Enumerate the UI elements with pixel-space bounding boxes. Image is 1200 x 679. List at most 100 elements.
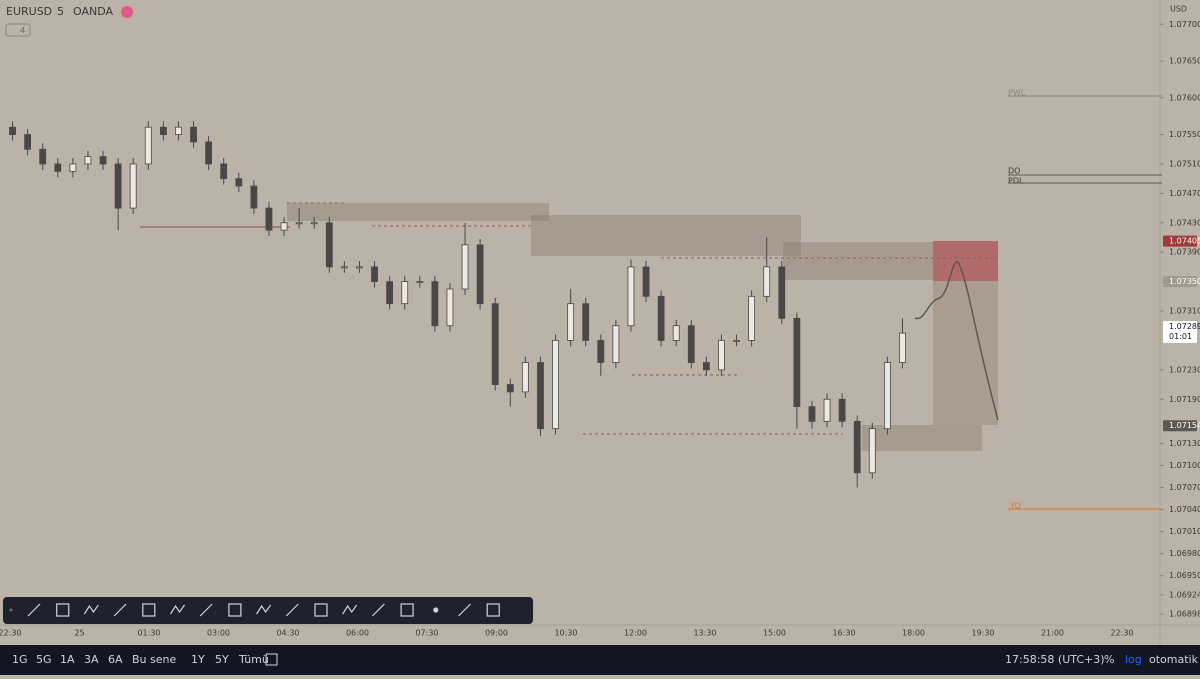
candle-body: [612, 325, 620, 363]
candle-body: [446, 288, 454, 327]
auto-toggle[interactable]: otomatik: [1149, 653, 1199, 666]
x-tick-label: 15:00: [763, 629, 786, 638]
candle-body: [672, 325, 680, 341]
goto-date[interactable]: [265, 653, 278, 666]
tool-icon[interactable]: [56, 603, 70, 617]
y-tick-label: 1.07130: [1169, 439, 1200, 448]
range-button[interactable]: 6A: [108, 653, 123, 666]
price-badge: [1163, 320, 1197, 343]
candle-body: [778, 266, 786, 319]
candle-body: [175, 126, 182, 135]
y-tick-label: 1.07700: [1169, 20, 1200, 29]
candle-body: [461, 244, 469, 290]
candle-body: [235, 178, 243, 187]
tool-icon[interactable]: [342, 604, 358, 615]
candle-body: [868, 428, 876, 474]
candle-body: [84, 156, 92, 165]
tool-icon[interactable]: [113, 603, 127, 617]
candle-body: [552, 340, 559, 430]
tool-icon[interactable]: [458, 603, 471, 617]
tool-icon[interactable]: [27, 603, 41, 617]
tool-icon[interactable]: [169, 604, 185, 615]
range-button[interactable]: Tümü: [238, 653, 269, 666]
price-badge-label: 1.07289: [1169, 322, 1200, 331]
tool-icon[interactable]: [314, 603, 328, 617]
candle-body: [431, 281, 439, 327]
y-tick-label: 1.07470: [1169, 189, 1200, 198]
level-label: YO: [1009, 502, 1021, 511]
tool-icon[interactable]: [285, 603, 299, 617]
percent-toggle[interactable]: %: [1104, 653, 1114, 666]
tool-icon[interactable]: [371, 603, 385, 617]
zone: [862, 425, 982, 451]
x-tick-label: 18:00: [902, 629, 925, 638]
tool-icon[interactable]: [433, 607, 439, 613]
candle-body: [265, 207, 273, 231]
bottom-bar: [0, 645, 1200, 675]
symbol: EURUSD: [6, 5, 52, 18]
x-tick-label: 10:30: [554, 629, 577, 638]
status-icon[interactable]: [121, 6, 133, 18]
candle-body: [476, 244, 484, 305]
range-button[interactable]: 5Y: [215, 653, 229, 666]
clock[interactable]: 17:58:58 (UTC+3): [1005, 653, 1105, 666]
drawing-toolbar: [3, 597, 533, 624]
candle-body: [763, 266, 771, 297]
candle-body: [899, 332, 906, 363]
tool-icon[interactable]: [486, 603, 500, 617]
indicator-toggle[interactable]: [5, 23, 31, 37]
x-tick-label: 01:30: [137, 629, 160, 638]
candle-body: [250, 185, 258, 209]
candle-body: [733, 340, 740, 342]
range-button[interactable]: 1G: [12, 653, 28, 666]
candle-body: [838, 398, 846, 422]
x-tick-label: 22:30: [1110, 629, 1133, 638]
candle-body: [144, 126, 152, 165]
y-tick-label: 1.07190: [1169, 395, 1200, 404]
candle-body: [567, 303, 575, 341]
candle-body: [582, 303, 590, 341]
candle-body: [24, 134, 32, 150]
tool-icon[interactable]: [142, 603, 156, 617]
candle-body: [657, 295, 665, 341]
y-tick-label: 1.06980: [1169, 549, 1200, 558]
candle-body: [401, 281, 409, 305]
indicator-count[interactable]: 4: [20, 26, 25, 35]
y-tick-label: 1.07310: [1169, 307, 1200, 316]
candle-body: [537, 362, 544, 430]
log-toggle[interactable]: log: [1125, 653, 1142, 666]
range-button[interactable]: 1A: [60, 653, 75, 666]
range-button[interactable]: 5G: [36, 653, 52, 666]
tool-icon[interactable]: [228, 603, 242, 617]
tool-icon[interactable]: [83, 604, 99, 615]
range-button[interactable]: 1Y: [191, 653, 205, 666]
tool-icon[interactable]: [400, 603, 414, 617]
range-button[interactable]: Bu sene: [132, 653, 176, 666]
candle-body: [356, 266, 363, 269]
candle-body: [325, 222, 333, 268]
candle-body: [159, 126, 167, 135]
candle-body: [386, 281, 394, 305]
price-badge: [1163, 276, 1197, 288]
countdown: 01:01: [1169, 332, 1192, 341]
candle-body: [340, 266, 348, 269]
tool-icon[interactable]: [256, 604, 272, 615]
price-badge-label: 1.07350: [1169, 277, 1200, 286]
candles: [9, 121, 906, 488]
candle-body: [642, 266, 650, 297]
y-tick-label: 1.07230: [1169, 365, 1200, 374]
tool-icon[interactable]: [199, 603, 213, 617]
x-tick-label: 06:00: [346, 629, 369, 638]
range-button[interactable]: 3A: [84, 653, 99, 666]
currency[interactable]: USD: [1170, 5, 1187, 14]
source: OANDA: [73, 5, 113, 18]
candle-body: [9, 126, 16, 135]
y-tick-label: 1.07040: [1169, 505, 1200, 514]
candle-body: [280, 222, 288, 231]
x-tick-label: 19:30: [971, 629, 994, 638]
candle-body: [310, 222, 318, 225]
candle-body: [521, 362, 529, 393]
candle-body: [793, 317, 801, 408]
candle-body: [205, 141, 213, 165]
